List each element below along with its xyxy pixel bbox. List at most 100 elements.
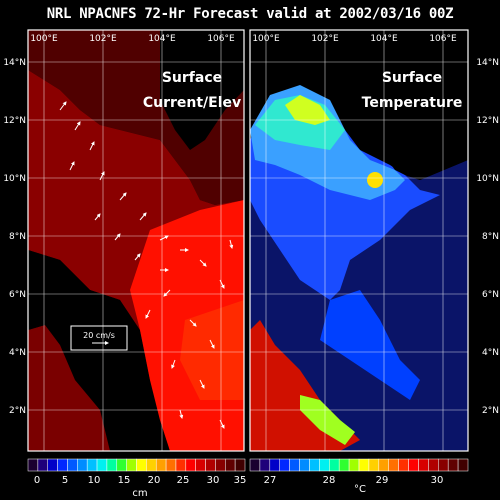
lat-tick: 4°N: [482, 348, 499, 358]
lat-tick: 12°N: [476, 116, 499, 126]
temperature-colorbar-cell: [398, 458, 409, 472]
elevation-colorbar-tick: 20: [148, 475, 161, 486]
temperature-colorbar: [249, 458, 469, 472]
temperature-colorbar-cell: [259, 458, 271, 472]
elevation-colorbar-cell: [77, 458, 88, 472]
current-panel: [28, 30, 244, 451]
elevation-colorbar-cell: [195, 458, 206, 472]
temperature-panel-label-2: Temperature: [362, 95, 463, 111]
lat-tick: 8°N: [482, 232, 499, 242]
temperature-colorbar-cell: [358, 458, 370, 472]
lon-tick: 104°E: [148, 34, 176, 44]
current-panel-label-1: Surface: [162, 70, 222, 86]
temperature-colorbar-cell: [289, 458, 300, 472]
elevation-colorbar-tick: 10: [88, 475, 101, 486]
temperature-colorbar-cell: [279, 458, 290, 472]
temperature-panel-label-1: Surface: [382, 70, 442, 86]
elevation-colorbar-cell: [106, 458, 118, 472]
lon-tick: 100°E: [252, 34, 280, 44]
temperature-colorbar-cell: [249, 458, 261, 472]
elevation-colorbar-cell: [126, 458, 137, 472]
elevation-colorbar-unit: cm: [132, 488, 147, 499]
lat-tick: 4°N: [9, 348, 26, 358]
elevation-colorbar-cell: [47, 458, 58, 472]
temperature-colorbar-cell: [378, 458, 389, 472]
elevation-colorbar-tick: 25: [177, 475, 190, 486]
lat-tick: 8°N: [9, 232, 26, 242]
elevation-colorbar-cell: [27, 458, 39, 472]
elevation-colorbar-cell: [136, 458, 147, 472]
lon-tick: 102°E: [311, 34, 339, 44]
temperature-panel-frame: [249, 29, 469, 452]
current-panel-label-2: Current/Elev: [143, 95, 241, 111]
elevation-colorbar-cell: [57, 458, 68, 472]
temperature-field-hotspot: [367, 172, 383, 188]
lon-tick: 100°E: [30, 34, 58, 44]
temperature-colorbar-unit: °C: [354, 484, 366, 495]
lat-tick: 10°N: [476, 174, 499, 184]
temperature-colorbar-cell: [457, 458, 469, 472]
elevation-colorbar-cell: [116, 458, 127, 472]
temperature-colorbar-cell: [388, 458, 399, 472]
temperature-colorbar-cell: [418, 458, 429, 472]
temperature-colorbar-cell: [447, 458, 459, 472]
temperature-colorbar-cell: [438, 458, 449, 472]
lat-tick: 2°N: [9, 406, 26, 416]
temperature-colorbar-cell: [319, 458, 330, 472]
lat-tick: 12°N: [3, 116, 26, 126]
temperature-field-warm: [285, 95, 330, 125]
elevation-colorbar-cell: [155, 458, 167, 472]
lat-tick: 14°N: [476, 58, 499, 68]
current-vectors: [59, 101, 234, 429]
elevation-colorbar-cell: [165, 458, 177, 472]
elevation-colorbar-cell: [175, 458, 187, 472]
land-mass: [250, 30, 468, 180]
temperature-colorbar-cell: [368, 458, 380, 472]
temperature-colorbar-tick: 28: [323, 475, 336, 486]
elevation-colorbar-cell: [146, 458, 157, 472]
elevation-field-peninsula: [28, 325, 110, 451]
map-title: NRL NPACNFS 72-Hr Forecast valid at 2002…: [46, 6, 454, 22]
temperature-colorbar-tick: 30: [431, 475, 444, 486]
elevation-colorbar-tick: 15: [118, 475, 131, 486]
elevation-colorbar-cell: [67, 458, 78, 472]
lat-tick: 14°N: [3, 58, 26, 68]
lon-tick: 102°E: [89, 34, 117, 44]
temperature-colorbar-tick: 29: [376, 475, 389, 486]
vector-key-label: 20 cm/s: [83, 331, 115, 340]
temperature-colorbar-cell: [428, 458, 439, 472]
temperature-colorbar-tick: 27: [264, 475, 277, 486]
temperature-colorbar-cell: [309, 458, 320, 472]
elevation-colorbar-cell: [86, 458, 98, 472]
elevation-colorbar-cell: [225, 458, 236, 472]
temperature-colorbar-cell: [348, 458, 360, 472]
land-mass: [28, 250, 130, 330]
lat-tick: 10°N: [3, 174, 26, 184]
elevation-colorbar-cell: [37, 458, 48, 472]
elevation-colorbar-tick: 0: [34, 475, 40, 486]
elevation-colorbar-cell: [96, 458, 108, 472]
lat-tick: 6°N: [9, 290, 26, 300]
elevation-colorbar-cell: [185, 458, 196, 472]
temperature-field-south-yellow: [300, 395, 355, 445]
current-panel-frame: [27, 29, 245, 452]
elevation-colorbar-cell: [234, 458, 246, 472]
elevation-colorbar-tick: 30: [207, 475, 220, 486]
elevation-colorbar: [27, 458, 246, 472]
grid-lines: [28, 30, 468, 451]
temperature-field-south-blue: [320, 290, 420, 400]
temperature-colorbar-cell: [408, 458, 419, 472]
vector-key-box: [70, 325, 128, 351]
lon-tick: 106°E: [429, 34, 457, 44]
elevation-colorbar-cell: [205, 458, 216, 472]
temperature-colorbar-cell: [329, 458, 340, 472]
lon-tick: 104°E: [370, 34, 398, 44]
lon-tick: 106°E: [207, 34, 235, 44]
temperature-colorbar-cell: [299, 458, 310, 472]
temperature-panel: [250, 30, 468, 451]
elevation-colorbar-tick: 5: [62, 475, 68, 486]
lat-tick: 6°N: [482, 290, 499, 300]
lat-tick: 2°N: [482, 406, 499, 416]
temperature-colorbar-cell: [269, 458, 280, 472]
